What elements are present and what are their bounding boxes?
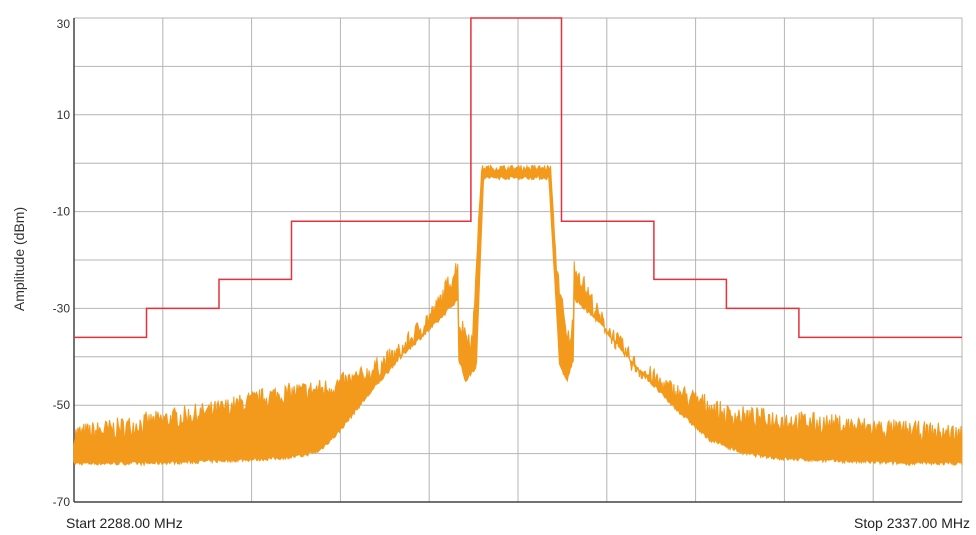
y-tick-label: -70 xyxy=(53,495,71,509)
y-axis-ticks: 30 10 -10 -30 -50 -70 xyxy=(53,17,71,509)
spectrum-mask-line xyxy=(74,17,962,339)
grid-lines xyxy=(73,17,963,503)
x-start-label: Start 2288.00 MHz xyxy=(66,515,183,531)
x-stop-label: Stop 2337.00 MHz xyxy=(854,515,970,531)
y-tick-label: 10 xyxy=(57,108,71,122)
spectrum-trace xyxy=(73,163,963,467)
y-tick-label: -10 xyxy=(53,205,71,219)
y-tick-label: -50 xyxy=(53,398,71,412)
y-tick-label: 30 xyxy=(57,17,71,31)
y-tick-label: -30 xyxy=(53,301,71,315)
traces xyxy=(73,17,963,467)
y-axis-label: Amplitude (dBm) xyxy=(11,207,27,311)
